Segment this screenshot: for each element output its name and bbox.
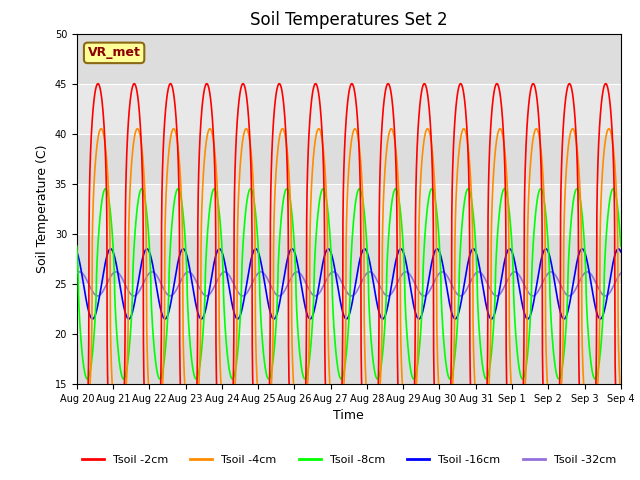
Tsoil -32cm: [112, 269, 120, 275]
Tsoil -4cm: [170, 126, 177, 132]
Tsoil -4cm: [188, 436, 196, 442]
Bar: [77, 334, 621, 384]
Tsoil -16cm: [73, 249, 81, 255]
Tsoil -32cm: [617, 270, 625, 276]
Tsoil -16cm: [617, 249, 625, 255]
Line: Tsoil -2cm: Tsoil -2cm: [77, 84, 621, 480]
Bar: [77, 34, 621, 84]
Tsoil -32cm: [441, 270, 449, 276]
Tsoil -16cm: [542, 246, 550, 252]
Tsoil -2cm: [602, 81, 609, 86]
Tsoil -32cm: [171, 289, 179, 295]
Tsoil -32cm: [130, 293, 138, 299]
Tsoil -2cm: [171, 99, 179, 105]
Tsoil -2cm: [502, 199, 509, 204]
Title: Soil Temperatures Set 2: Soil Temperatures Set 2: [250, 11, 447, 29]
Tsoil -8cm: [502, 188, 509, 193]
Tsoil -4cm: [329, 419, 337, 424]
Tsoil -16cm: [524, 316, 532, 322]
Tsoil -8cm: [73, 243, 81, 249]
Tsoil -32cm: [616, 271, 624, 276]
Tsoil -4cm: [616, 388, 624, 394]
Bar: [77, 234, 621, 284]
Tsoil -2cm: [617, 472, 625, 478]
Tsoil -2cm: [616, 468, 624, 474]
Legend: Tsoil -2cm, Tsoil -4cm, Tsoil -8cm, Tsoil -16cm, Tsoil -32cm: Tsoil -2cm, Tsoil -4cm, Tsoil -8cm, Tsoi…: [77, 451, 621, 469]
Tsoil -16cm: [440, 271, 448, 277]
Tsoil -16cm: [616, 248, 624, 253]
X-axis label: Time: Time: [333, 409, 364, 422]
Tsoil -32cm: [471, 271, 479, 277]
Tsoil -2cm: [441, 477, 449, 480]
Tsoil -8cm: [616, 235, 624, 241]
Tsoil -32cm: [329, 269, 337, 275]
Tsoil -8cm: [441, 349, 449, 355]
Line: Tsoil -16cm: Tsoil -16cm: [77, 249, 621, 319]
Tsoil -4cm: [441, 435, 449, 441]
Tsoil -2cm: [471, 464, 479, 469]
Y-axis label: Soil Temperature (C): Soil Temperature (C): [36, 144, 49, 273]
Line: Tsoil -32cm: Tsoil -32cm: [77, 272, 621, 296]
Tsoil -4cm: [471, 381, 479, 386]
Text: VR_met: VR_met: [88, 47, 141, 60]
Tsoil -16cm: [328, 254, 336, 260]
Tsoil -4cm: [502, 157, 509, 163]
Tsoil -8cm: [410, 376, 417, 382]
Tsoil -8cm: [328, 292, 336, 298]
Bar: [77, 134, 621, 184]
Tsoil -16cm: [471, 247, 479, 252]
Tsoil -32cm: [73, 270, 81, 276]
Tsoil -4cm: [73, 396, 81, 402]
Tsoil -4cm: [617, 396, 625, 402]
Tsoil -8cm: [171, 197, 179, 203]
Tsoil -8cm: [471, 229, 479, 235]
Line: Tsoil -8cm: Tsoil -8cm: [77, 189, 621, 379]
Tsoil -16cm: [502, 255, 509, 261]
Tsoil -16cm: [171, 278, 179, 284]
Tsoil -32cm: [502, 281, 509, 287]
Tsoil -8cm: [617, 243, 625, 249]
Tsoil -4cm: [171, 127, 179, 132]
Tsoil -2cm: [73, 472, 81, 478]
Line: Tsoil -4cm: Tsoil -4cm: [77, 129, 621, 439]
Tsoil -8cm: [392, 186, 399, 192]
